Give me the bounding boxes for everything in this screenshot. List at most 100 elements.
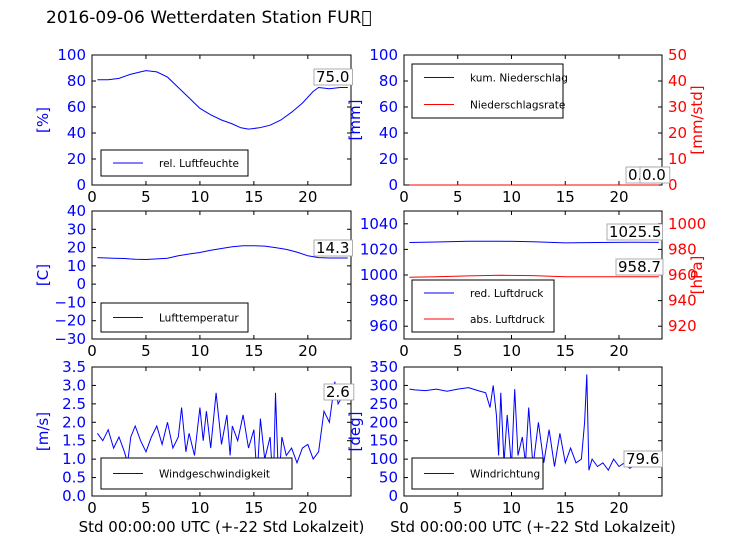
x-tick-label: 15 [244,499,263,517]
value-annotation: 958.7 [618,258,661,276]
y-tick-label: −20 [54,312,86,330]
x-tick-label: 5 [141,499,151,517]
annotation-box [313,239,353,257]
y-tick-label: 150 [369,432,398,450]
series-line [97,245,348,261]
y-tick-label: 300 [369,376,398,394]
x-tick-label: 5 [141,188,151,206]
series-line [409,274,659,278]
x-tick-label: 0 [87,499,97,517]
y-tick-label: 20 [67,150,86,168]
y-tick-label: 40 [67,202,86,220]
y-axis-label: [mm] [346,100,364,141]
y2-axis-label: [hPa] [688,256,706,295]
series-line [409,240,659,244]
x-tick-label: 20 [609,499,628,517]
y-tick-label: 40 [67,124,86,142]
x-tick-label: 10 [190,499,209,517]
value-annotation: 1025.5 [609,223,662,241]
y-tick-label: 100 [369,450,398,468]
legend-label: Lufttemperatur [159,313,239,325]
x-tick-label: 20 [298,342,317,360]
x-tick-label: 0 [399,188,409,206]
legend-label: Windrichtung [470,469,540,481]
x-tick-label: 10 [190,342,209,360]
y-tick-label: 960 [369,317,398,335]
y-tick-label: 2.5 [62,395,86,413]
series-line [409,374,659,472]
y-tick-label: 50 [379,469,398,487]
y-tick-label: 100 [57,46,86,64]
figure-title: 2016-09-06 Wetterdaten Station FUR  [46,8,372,28]
y-tick-label: 100 [369,46,398,64]
x-tick-label: 5 [453,499,463,517]
y2-tick-label: 50 [668,46,687,64]
legend-label: rel. Luftfeuchte [159,158,239,170]
value-annotation: 75.0 [316,68,349,86]
value-annotation: 2.6 [326,383,350,401]
x-tick-label: 5 [453,342,463,360]
y-tick-label: 40 [379,124,398,142]
legend-label: kum. Niederschlag [470,73,568,85]
y2-tick-label: 10 [668,150,687,168]
y-tick-label: 1020 [360,240,398,258]
panel-temperature [91,210,352,340]
annotation-box [606,223,663,241]
legend-label: Windgeschwindigkeit [159,469,270,481]
y-axis-label: [C] [34,264,52,286]
y2-tick-label: 940 [668,292,697,310]
x-axis-label: Std 00:00:00 UTC (+-22 Std Lokalzeit) [390,518,676,536]
annotation-box [639,166,671,184]
series-line [96,381,349,489]
y-tick-label: 0.0 [62,487,86,505]
y-tick-label: 1.0 [62,450,86,468]
y-tick-label: 80 [67,72,86,90]
x-tick-label: 5 [453,188,463,206]
series-line [97,70,348,130]
y-tick-label: 80 [379,72,398,90]
x-tick-label: 10 [502,499,521,517]
y-tick-label: −30 [54,330,86,348]
y2-axis-label: [mm/std] [688,85,706,154]
y-tick-label: 3.0 [62,376,86,394]
x-tick-label: 15 [244,188,263,206]
y-axis-label: [m/s] [34,412,52,451]
y2-tick-label: 30 [668,98,687,116]
panel-wind-speed [91,366,352,497]
y2-tick-label: 20 [668,124,687,142]
legend-label: Niederschlagsrate [470,100,565,112]
y-tick-label: 30 [67,220,86,238]
x-tick-label: 15 [556,499,575,517]
x-tick-label: 15 [556,188,575,206]
y-tick-label: 60 [67,98,86,116]
legend-box [411,279,555,333]
y-tick-label: 0 [388,487,398,505]
y-tick-label: 0.5 [62,469,86,487]
annotation-box [323,383,355,401]
value-annotation: 79.6 [626,450,659,468]
x-tick-label: 20 [609,188,628,206]
y-tick-label: 60 [379,98,398,116]
value-annotation: 0.0 [642,166,666,184]
annotation-box [623,450,663,468]
y-tick-label: 0 [388,176,398,194]
y-tick-label: 20 [379,150,398,168]
x-tick-label: 0 [87,342,97,360]
x-tick-label: 10 [190,188,209,206]
y-tick-label: 980 [369,292,398,310]
y-tick-label: 250 [369,395,398,413]
x-tick-label: 20 [609,342,628,360]
y-tick-label: 10 [67,257,86,275]
y2-tick-label: 980 [668,240,697,258]
y-tick-label: 350 [369,358,398,376]
y2-tick-label: 40 [668,72,687,90]
panel-humidity [91,54,352,186]
y2-tick-label: 1000 [668,215,706,233]
y-tick-label: 2.0 [62,413,86,431]
x-tick-label: 20 [298,188,317,206]
x-axis-label: Std 00:00:00 UTC (+-22 Std Lokalzeit) [79,518,365,536]
y-tick-label: 1040 [360,215,398,233]
x-tick-label: 0 [399,342,409,360]
y2-tick-label: 920 [668,317,697,335]
